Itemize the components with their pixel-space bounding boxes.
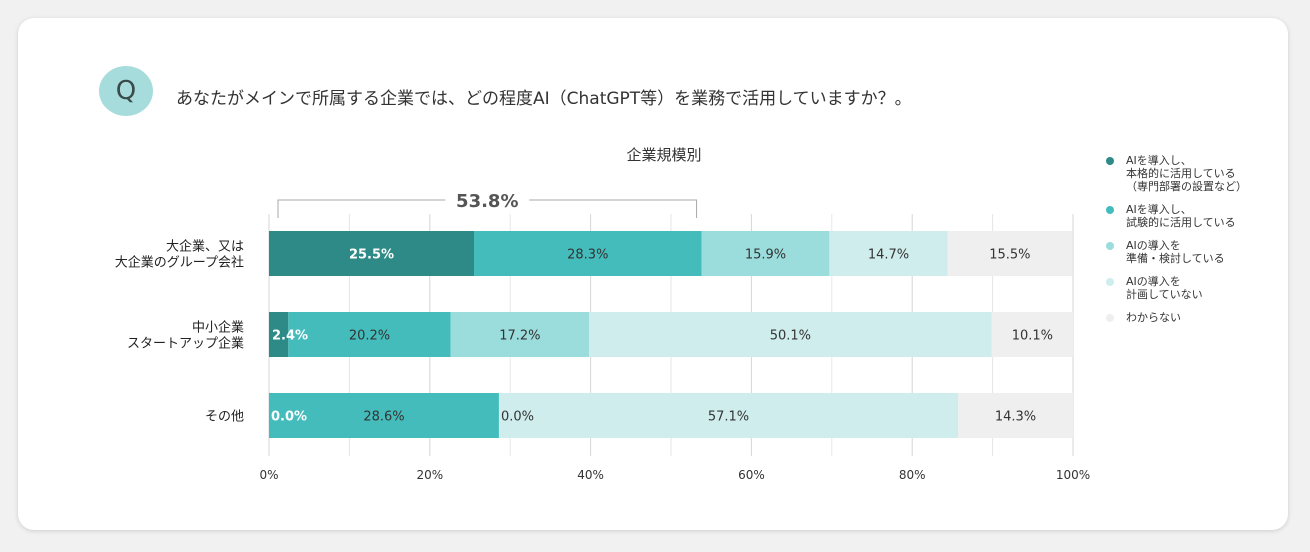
legend-label: AIを導入し、 試験的に活用している — [1126, 203, 1236, 229]
legend-swatch — [1106, 278, 1114, 286]
bar-segment — [498, 393, 959, 438]
legend-swatch — [1106, 157, 1114, 165]
bar-segment — [829, 231, 948, 276]
category-label: 中小企業 — [192, 320, 244, 336]
bar-segment — [288, 312, 451, 357]
legend-label: わからない — [1126, 311, 1181, 324]
legend-item: AIを導入し、 試験的に活用している — [1106, 203, 1247, 229]
x-tick-label: 60% — [738, 468, 765, 482]
bar-segment — [450, 312, 589, 357]
x-tick-label: 100% — [1056, 468, 1090, 482]
annotation-bracket-left — [277, 199, 446, 218]
data-label: 25.5% — [349, 248, 394, 263]
chart-legend: AIを導入し、 本格的に活用している （専門部署の設置など） AIを導入し、 試験… — [1106, 154, 1247, 334]
x-tick-label: 0% — [259, 468, 278, 482]
annotation-label: 53.8% — [456, 191, 518, 212]
category-label: 大企業のグループ会社 — [115, 255, 244, 271]
legend-swatch — [1106, 314, 1114, 322]
category-label: その他 — [205, 410, 244, 425]
legend-label: AIの導入を 準備・検討している — [1126, 239, 1225, 265]
data-label: 20.2% — [349, 329, 390, 344]
legend-item: AIを導入し、 本格的に活用している （専門部署の設置など） — [1106, 154, 1247, 193]
bar-segment — [991, 312, 1073, 357]
bar-segment — [269, 231, 475, 276]
question-badge: Q — [99, 66, 153, 116]
data-label: 14.3% — [995, 410, 1036, 425]
bar-segment — [474, 231, 702, 276]
legend-item: AIの導入を 計画していない — [1106, 275, 1247, 301]
data-label: 15.5% — [989, 248, 1030, 263]
bar-segment — [701, 231, 830, 276]
legend-label: AIの導入を 計画していない — [1126, 275, 1203, 301]
category-label: 大企業、又は — [166, 239, 244, 255]
bar-segment — [269, 312, 289, 357]
bar-segment — [588, 312, 992, 357]
data-label: 2.4% — [272, 329, 308, 344]
data-label: 50.1% — [770, 329, 811, 344]
legend-label: AIを導入し、 本格的に活用している （専門部署の設置など） — [1126, 154, 1247, 193]
legend-item: わからない — [1106, 311, 1247, 324]
data-label: 0.0% — [271, 410, 307, 425]
data-label: 14.7% — [868, 248, 909, 263]
data-label: 28.3% — [567, 248, 608, 263]
legend-swatch — [1106, 206, 1114, 214]
data-label: 15.9% — [745, 248, 786, 263]
bar-segment — [947, 231, 1073, 276]
data-label: 17.2% — [499, 329, 540, 344]
category-label: スタートアップ企業 — [127, 336, 244, 352]
bar-segment — [269, 393, 499, 438]
chart-title: 企業規模別 — [626, 146, 701, 164]
x-tick-label: 80% — [899, 468, 926, 482]
legend-swatch — [1106, 242, 1114, 250]
x-tick-label: 20% — [416, 468, 443, 482]
data-label: 57.1% — [708, 410, 749, 425]
data-label: 0.0% — [501, 410, 534, 425]
question-text: あなたがメインで所属する企業では、どの程度AI（ChatGPT等）を業務で活用し… — [176, 89, 912, 109]
legend-item: AIの導入を 準備・検討している — [1106, 239, 1247, 265]
data-label: 28.6% — [363, 410, 404, 425]
data-label: 10.1% — [1012, 329, 1053, 344]
bar-segment — [958, 393, 1073, 438]
x-tick-label: 40% — [577, 468, 604, 482]
annotation-bracket-right — [529, 199, 698, 218]
